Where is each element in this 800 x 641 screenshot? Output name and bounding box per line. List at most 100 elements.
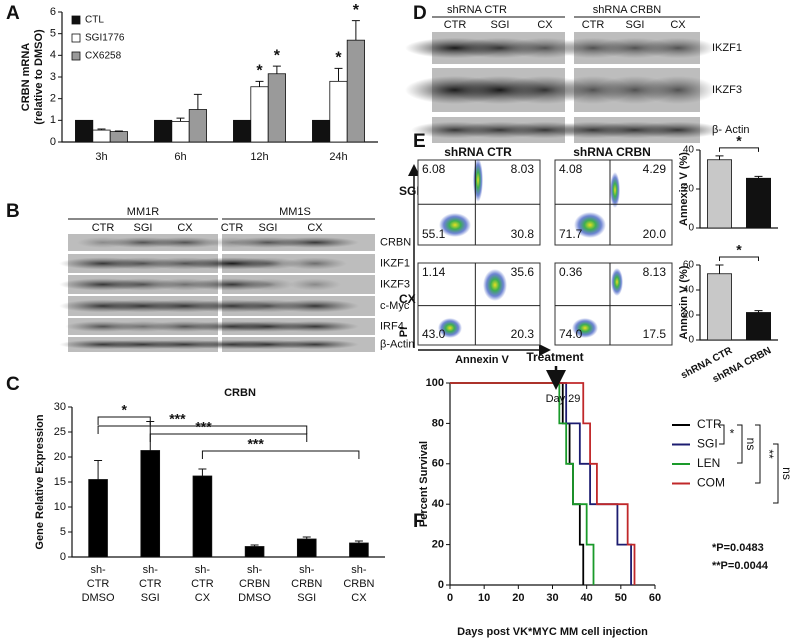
error-bar: [351, 20, 360, 41]
x-tick-label: DMSO: [82, 592, 115, 604]
x-tick-label: CRBN: [291, 578, 322, 590]
significance-bracket: [719, 256, 759, 261]
x-tick-label: 3h: [95, 151, 107, 163]
bar: [109, 131, 128, 143]
y-tick-label: 0: [438, 579, 444, 591]
bar: [188, 109, 207, 143]
bar: [296, 538, 317, 558]
quadrant-value: 20.3: [511, 327, 535, 341]
blot-group: MM1R: [127, 206, 159, 218]
x-tick-label: 24h: [329, 151, 347, 163]
row-label: SGI: [399, 184, 420, 198]
significance-bracket: [719, 147, 759, 152]
bar: [267, 73, 286, 143]
significance: ns: [780, 467, 794, 480]
legend-label: LEN: [697, 456, 720, 470]
bar: [349, 542, 369, 558]
band: [271, 321, 359, 332]
quadrant-value: 8.13: [643, 265, 667, 279]
survival-curve: [450, 382, 632, 585]
quadrant-value: 30.8: [511, 227, 535, 241]
bar: [140, 450, 161, 558]
panel-letter: F: [413, 511, 425, 532]
cell-cloud: [572, 318, 598, 338]
error-bar: [97, 128, 106, 131]
bar: [154, 119, 173, 143]
y-tick-label: 20: [683, 310, 695, 321]
quadrant-value: 4.08: [559, 162, 583, 176]
annotation: Treatment: [526, 350, 583, 364]
y-tick-label: 20: [683, 184, 695, 195]
error-bar: [255, 80, 264, 87]
protein-label: c-Myc: [380, 300, 410, 312]
quadrant-value: 74.0: [559, 327, 583, 341]
protein-label: CRBN: [380, 236, 411, 248]
lane-label: CTR: [582, 19, 605, 31]
y-tick-label: 20: [54, 451, 66, 463]
axis-line: [449, 383, 655, 586]
y-tick-label: 5: [60, 526, 66, 538]
error-bar: [272, 65, 281, 74]
quadrant-value: 35.6: [511, 265, 535, 279]
cell-cloud: [611, 268, 623, 296]
panel-letter: B: [6, 201, 20, 222]
quadrant-value: 43.0: [422, 327, 446, 341]
quadrant-value: 4.29: [643, 162, 667, 176]
lane-label: SGI: [626, 19, 645, 31]
y-tick-label: 2: [50, 93, 56, 105]
significance-bracket: [755, 424, 761, 484]
bar: [233, 119, 252, 143]
x-tick-label: SGI: [141, 592, 160, 604]
quadrant-line: [418, 263, 540, 345]
x-tick-label: 0: [447, 592, 453, 604]
cell-cloud: [438, 318, 462, 338]
protein-label: β-Actin: [380, 338, 414, 350]
y-tick-label: 6: [50, 6, 56, 18]
quadrant-value: 1.14: [422, 265, 446, 279]
annotation: Day 29: [546, 393, 581, 405]
y-tick-label: 40: [432, 498, 444, 510]
bar: [707, 273, 732, 341]
error-bar: [250, 544, 259, 547]
x-tick-label: 50: [615, 592, 627, 604]
error-bar: [302, 536, 311, 539]
bar: [92, 129, 111, 143]
significance-bracket: [201, 450, 360, 459]
significance-bracket: [737, 424, 743, 464]
x-tick-label: 40: [581, 592, 593, 604]
bar: [746, 177, 771, 229]
y-axis-label: CRBN mRNA: [20, 43, 32, 112]
bar: [244, 546, 265, 558]
x-tick-label: 60: [649, 592, 661, 604]
survival-curve: [450, 382, 636, 585]
band: [147, 237, 223, 248]
quadrant-line: [418, 160, 540, 245]
y-tick-label: 80: [432, 417, 444, 429]
x-axis-label: Annexin V: [455, 354, 509, 366]
x-tick-label: sh-: [143, 564, 159, 576]
y-tick-label: 5: [50, 28, 56, 40]
y-tick-label: 100: [426, 377, 444, 389]
x-tick-label: CTR: [191, 578, 214, 590]
legend-swatch: [71, 51, 81, 61]
band: [236, 257, 300, 270]
cell-cloud: [439, 213, 471, 237]
quadrant-line: [555, 263, 672, 345]
legend-label: CX6258: [85, 51, 122, 62]
y-axis-label: Gene Relative Expression: [34, 414, 46, 549]
legend-label: COM: [697, 476, 725, 490]
significance: ***: [169, 411, 186, 427]
error-bar: [193, 93, 202, 110]
bar: [75, 119, 94, 143]
quadrant-value: 17.5: [643, 327, 667, 341]
y-axis-label: Percent Survival: [418, 441, 430, 527]
x-tick-label: sh-: [247, 564, 263, 576]
x-tick-label: 30: [546, 592, 558, 604]
error-bar: [754, 310, 763, 313]
y-tick-label: 30: [54, 401, 66, 413]
significance: *: [736, 242, 742, 258]
band: [271, 299, 359, 313]
y-tick-label: 60: [432, 458, 444, 470]
bar: [707, 159, 732, 229]
